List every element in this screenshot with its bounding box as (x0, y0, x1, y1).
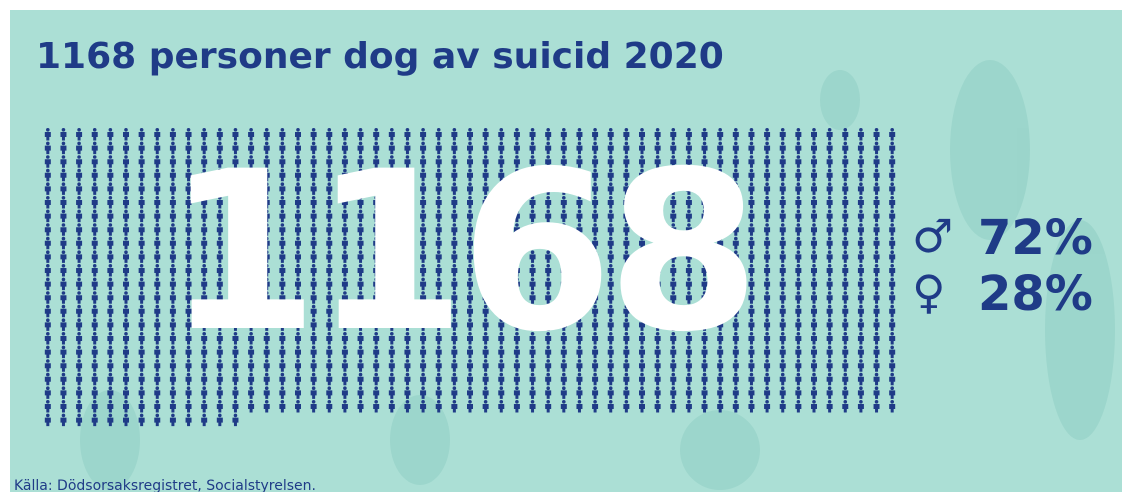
infographic: 1168 personer dog av suicid 2020 1168 ♂ … (0, 0, 1132, 492)
title: 1168 personer dog av suicid 2020 (36, 36, 724, 77)
big-number: 1168 (166, 124, 754, 380)
source: Källa: Dödsorsaksregistret, Socialstyrel… (14, 478, 316, 492)
canvas: 1168 personer dog av suicid 2020 1168 ♂ … (0, 0, 1132, 492)
female-symbol: ♀ (912, 265, 946, 319)
female-share: 28% (978, 266, 1093, 322)
male-share: 72% (978, 210, 1093, 266)
male-symbol: ♂ (912, 209, 953, 263)
